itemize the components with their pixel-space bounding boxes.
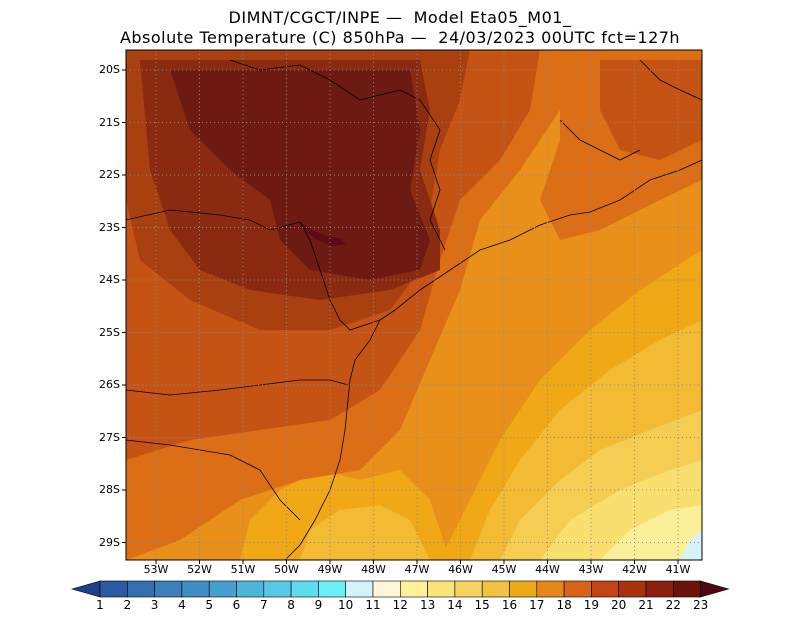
colorbar-swatch [618,580,647,598]
band-19-ne [600,60,702,160]
colorbar-label: 7 [259,598,268,612]
colorbar-swatch [181,580,210,598]
colorbar-swatch [399,580,428,598]
colorbar-label: 20 [611,598,627,612]
colorbar-label: 21 [638,598,654,612]
lon-label: 52W [187,563,212,576]
lat-label: 29S [99,535,120,549]
lon-label: 49W [317,563,343,576]
plot-frame [125,49,703,561]
colorbar-label: 17 [529,598,545,612]
lon-label: 44W [535,563,560,576]
title-line-2: Absolute Temperature (C) 850hPa — 24/03/… [119,28,681,47]
colorbar-label: 12 [392,598,408,612]
colorbar-label: 19 [583,598,600,612]
colorbar-label: 6 [232,598,241,612]
colorbar-label: 10 [338,598,354,612]
lon-label: 45W [491,563,517,576]
lat-label: 25S [99,325,120,339]
colorbar-label: 18 [556,598,572,612]
colorbar-label: 1 [96,598,104,612]
colorbar-swatch [672,580,701,598]
lat-label: 27S [99,430,120,444]
colorbar-label: 5 [205,598,213,612]
band-15-sw [300,505,430,560]
colorbar-swatch [591,580,620,598]
colorbar-swatch [481,580,510,598]
colorbar-swatch [154,580,183,598]
colorbar-label: 23 [692,598,709,612]
colorbar-swatch [290,580,319,598]
colorbar-label: 8 [287,598,295,612]
colorbar-swatch [536,580,565,598]
colorbar-swatch [509,580,538,598]
lon-label: 43W [578,563,604,576]
lon-label: 51W [230,563,256,576]
lat-label: 22S [99,168,120,181]
colorbar-label: 22 [665,598,681,612]
lon-label: 46W [448,563,473,576]
band-10 [680,530,702,560]
colorbar-label: 14 [447,598,463,612]
colorbar-swatch [345,580,374,598]
colorbar-swatch [427,580,456,598]
grid [126,50,702,560]
lon-label: 47W [404,563,430,576]
lon-label: 42W [622,563,647,576]
colorbar-swatch [208,580,237,598]
colorbar-swatch [99,580,128,598]
colorbar-arrow-left [70,580,101,598]
colorbar-label: 13 [419,598,436,612]
colorbar [70,580,730,598]
lat-label: 21S [99,115,120,129]
temperature-field [126,50,702,560]
colorbar-label: 3 [150,598,159,612]
colorbar-swatch [318,580,346,598]
colorbar-label: 15 [474,598,490,612]
lat-label: 26S [99,378,120,391]
band-12 [600,505,702,560]
lat-label: 24S [99,273,120,286]
colorbar-label: 16 [501,598,518,612]
lat-label: 23S [99,220,120,234]
colorbar-swatch [372,580,401,598]
colorbar-swatch [263,580,292,598]
axis-ticks [122,69,679,564]
colorbar-label: 4 [178,598,186,612]
colorbar-swatch [563,580,592,598]
colorbar-swatch [236,580,265,598]
colorbar-label: 11 [365,598,381,612]
colorbar-swatch [645,580,674,598]
colorbar-swatch [127,580,155,598]
title-line-1: DIMNT/CGCT/INPE — Model Eta05_M01_ [228,8,572,27]
colorbar-label: 9 [314,598,323,612]
lon-label: 50W [274,563,299,576]
lat-label: 20S [99,63,120,76]
coastlines [126,59,702,560]
colorbar-swatch [454,580,483,598]
colorbar-label: 2 [123,598,132,612]
colorbar-arrow-right [700,580,730,598]
lon-label: 48W [361,563,386,576]
band-23 [300,222,346,246]
lat-label: 28S [99,483,120,496]
lon-label: 41W [665,563,691,576]
lon-label: 53W [143,563,169,576]
